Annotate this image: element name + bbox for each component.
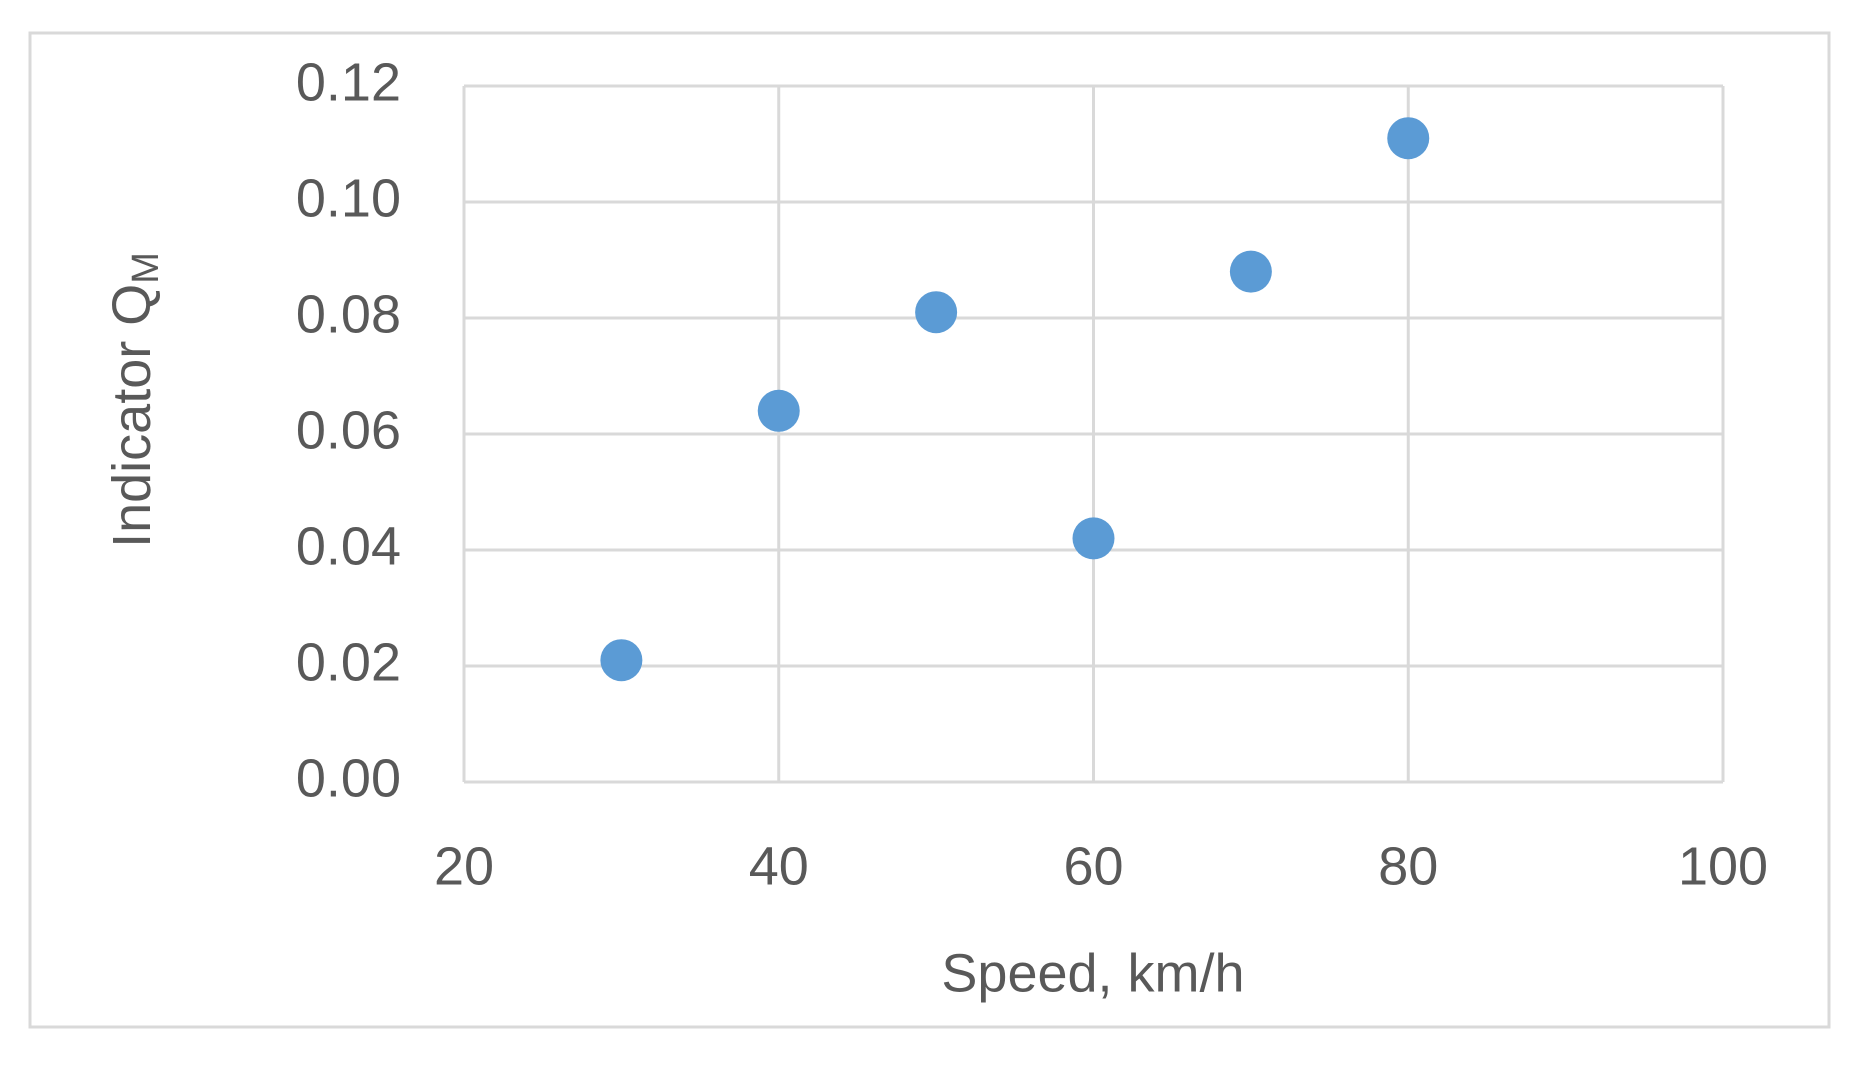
y-tick-label: 0.02 xyxy=(296,632,401,692)
data-point xyxy=(600,639,643,682)
y-tick-label: 0.10 xyxy=(296,168,401,228)
chart-border xyxy=(28,31,1831,1029)
y-tick-label: 0.06 xyxy=(296,400,401,460)
x-tick-label: 40 xyxy=(749,836,809,896)
data-point xyxy=(1229,250,1272,293)
x-tick-label: 20 xyxy=(434,836,494,896)
y-tick-label: 0.04 xyxy=(296,516,401,576)
data-point xyxy=(1072,517,1115,560)
y-tick-label: 0.00 xyxy=(296,748,401,808)
x-axis-title: Speed, km/h xyxy=(941,943,1244,1003)
y-tick-label: 0.12 xyxy=(296,52,401,112)
x-tick-label: 100 xyxy=(1678,836,1768,896)
data-point xyxy=(757,389,800,432)
y-tick-label: 0.08 xyxy=(296,284,401,344)
x-tick-label: 80 xyxy=(1378,836,1438,896)
y-axis-title-main: Indicator Q xyxy=(102,284,162,548)
x-tick-label: 60 xyxy=(1063,836,1123,896)
y-axis-title-subscript: M xyxy=(125,252,167,284)
y-axis-title: Indicator QM xyxy=(102,252,167,548)
data-point xyxy=(1387,117,1430,160)
data-point xyxy=(915,291,958,334)
